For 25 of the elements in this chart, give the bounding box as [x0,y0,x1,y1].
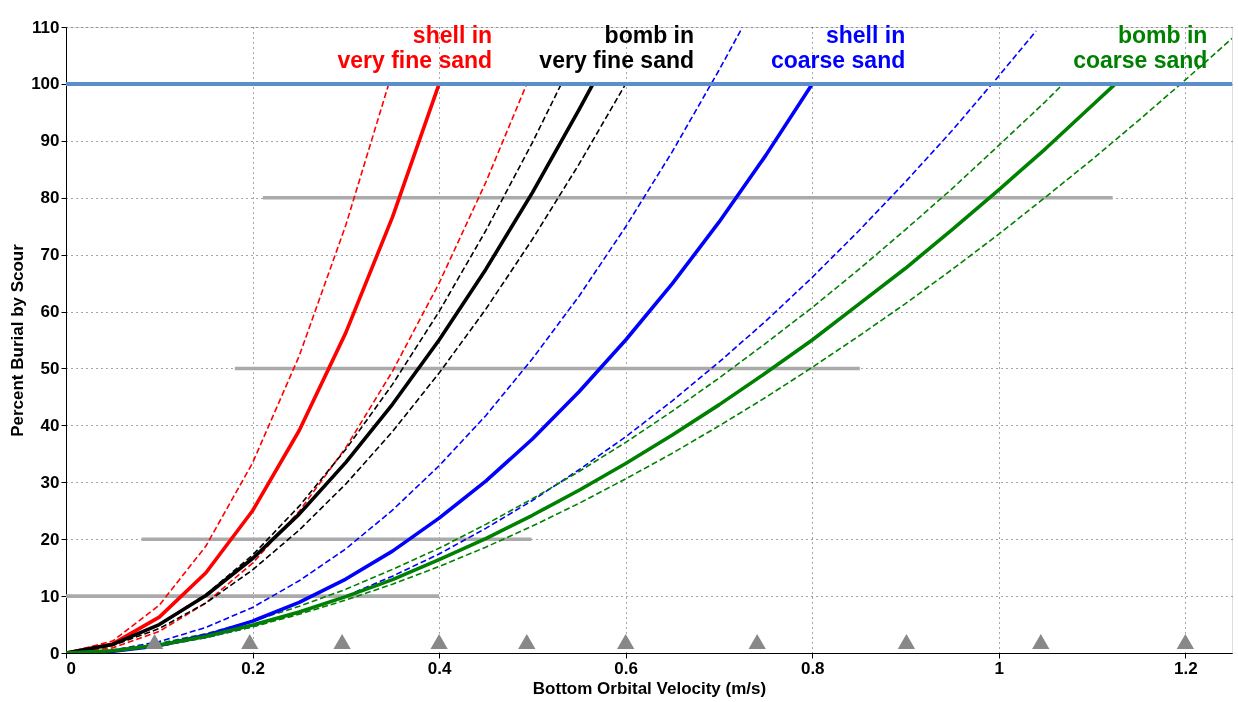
y-tick-label: 70 [40,245,60,265]
y-axis-title: Percent Burial by Scour [8,243,28,437]
series-label: shell in coarse sand [770,21,906,73]
y-tick-label: 30 [40,472,60,492]
y-tick-label: 40 [40,415,60,435]
series-label: shell in very fine sand [337,21,493,73]
y-tick-label: 0 [50,643,60,663]
x-tick-label: 0.4 [427,658,452,678]
x-tick-label: 1.2 [1174,658,1198,678]
y-tick-label: 60 [40,302,60,322]
series-label: bomb in coarse sand [1073,21,1208,73]
x-axis-title: Bottom Orbital Velocity (m/s) [532,678,767,698]
series-label: bomb in very fine sand [539,21,695,73]
y-tick-label: 50 [40,358,60,378]
y-tick-label: 80 [40,188,60,208]
y-tick-label: 100 [31,74,60,94]
y-tick-label: 20 [40,529,60,549]
y-tick-label: 10 [40,586,60,606]
y-tick-label: 110 [32,17,60,37]
y-tick-label: 90 [40,131,60,151]
x-tick-label: 0.6 [614,658,638,678]
x-tick-label: 0.8 [800,658,825,678]
x-tick-label: 1 [994,658,1005,678]
x-tick-label: 0.2 [241,658,265,678]
x-tick-label: 0 [66,658,76,678]
